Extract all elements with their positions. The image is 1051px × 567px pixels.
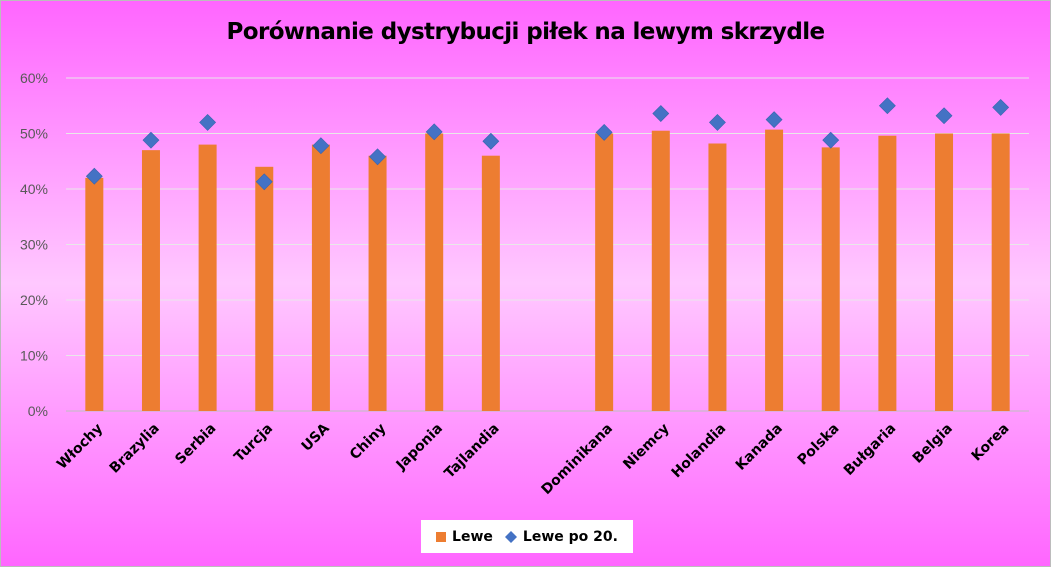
x-tick-label: Polska — [795, 421, 843, 469]
x-tick-label: Korea — [969, 421, 1013, 465]
bar — [85, 177, 104, 411]
x-tick-label: Chiny — [347, 421, 390, 464]
x-tick-label: Belgia — [910, 421, 956, 467]
x-tick-label: Dominikana — [538, 421, 615, 498]
x-tick-label: Tajlandia — [442, 421, 503, 482]
bar — [481, 155, 500, 411]
legend-swatch-diamond — [504, 530, 517, 543]
scatter-point — [425, 123, 443, 141]
scatter-point — [709, 113, 726, 131]
bar — [765, 129, 784, 412]
bar — [425, 133, 444, 411]
scatter-point — [312, 137, 330, 155]
legend-item-lewe-po-20: Lewe po 20. — [504, 528, 618, 545]
x-tick-label: Bułgaria — [841, 421, 899, 479]
scatter-point — [255, 173, 273, 191]
legend: Lewe Lewe po 20. — [421, 520, 633, 553]
x-tick-label: Serbia — [172, 421, 219, 468]
scatter-point — [369, 148, 386, 166]
bar — [821, 147, 840, 411]
y-tick-label: 50% — [20, 126, 48, 142]
scatter-point — [935, 107, 953, 125]
x-tick-label: Holandia — [669, 421, 730, 482]
y-tick-label: 0% — [28, 403, 48, 419]
legend-item-lewe: Lewe — [436, 529, 493, 545]
y-tick-label: 30% — [20, 237, 48, 253]
chart-title: Porównanie dystrybucji piłek na lewym sk… — [226, 19, 826, 45]
bar — [878, 135, 897, 411]
x-tick-label: Brazylia — [107, 421, 163, 477]
bar — [935, 133, 954, 411]
bar — [651, 130, 670, 411]
scatter-point — [595, 123, 613, 141]
y-tick-label: 60% — [20, 70, 48, 86]
x-tick-label: Włochy — [54, 421, 106, 473]
x-tick-label: Kanada — [733, 421, 786, 474]
scatter-point — [652, 105, 670, 122]
bar — [368, 155, 387, 411]
scatter-point — [482, 132, 500, 150]
scatter-point — [85, 167, 103, 185]
scatter-point — [822, 131, 840, 149]
bar — [198, 144, 217, 411]
y-tick-label: 40% — [20, 181, 48, 197]
legend-label-lewe: Lewe — [452, 528, 493, 545]
y-tick-label: 20% — [20, 292, 48, 308]
scatter-point — [765, 111, 783, 129]
bar — [708, 143, 727, 412]
scatter-point — [142, 131, 160, 149]
scatter-point — [992, 98, 1010, 116]
x-tick-label: Niemcy — [620, 421, 672, 473]
y-tick-label: 10% — [20, 348, 48, 364]
x-tick-label: Turcja — [231, 421, 276, 466]
bar — [595, 133, 614, 411]
scatter-point — [878, 97, 896, 115]
x-tick-label: Japonia — [393, 421, 446, 474]
legend-swatch-bar — [436, 531, 447, 542]
bar — [255, 166, 274, 411]
scatter-point — [199, 113, 217, 131]
bar — [311, 144, 330, 411]
bar — [991, 133, 1010, 411]
legend-label-lewe-po-20: Lewe po 20. — [522, 528, 618, 545]
x-tick-label: USA — [299, 420, 333, 454]
bar — [141, 150, 160, 411]
